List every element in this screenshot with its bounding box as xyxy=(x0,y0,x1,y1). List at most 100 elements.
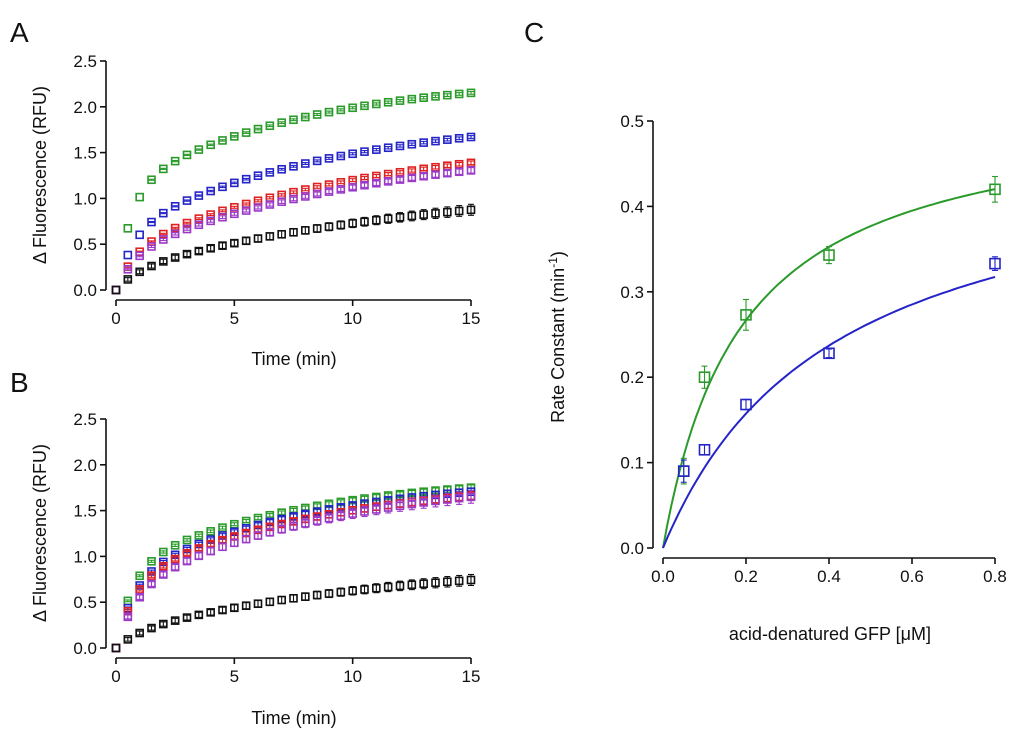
series-green-point xyxy=(111,285,121,295)
series-purple-point xyxy=(466,166,476,175)
series-green-point xyxy=(230,132,239,141)
series-green-point xyxy=(419,93,428,102)
series-purple-point xyxy=(336,185,346,194)
series-purple-point xyxy=(407,173,417,183)
series-blue-point xyxy=(147,217,156,227)
series-black-point xyxy=(206,243,215,253)
series-purple-point xyxy=(324,513,334,523)
x-tick-label: 15 xyxy=(462,309,481,328)
panel-b-axes: 0.0 0.5 1.0 1.5 2.0 2.5 0 5 10 15 xyxy=(73,410,480,686)
series-green-point xyxy=(265,121,275,131)
series-purple-point xyxy=(289,194,298,204)
x-tick-label: 0.6 xyxy=(900,567,924,586)
series-blue-point xyxy=(336,151,346,161)
series-black-point xyxy=(443,207,452,217)
series-black-point xyxy=(443,577,452,587)
series-green-point xyxy=(135,192,144,202)
series-purple-point xyxy=(383,503,393,512)
series-purple xyxy=(111,489,476,653)
series-red-point xyxy=(194,214,204,223)
series-purple-point xyxy=(123,612,133,622)
series-red-point xyxy=(159,229,168,239)
series-green-point xyxy=(466,88,476,98)
y-tick-label: 2.0 xyxy=(73,456,97,475)
series-green-point xyxy=(218,523,227,532)
panel-a-marks xyxy=(111,88,476,295)
series-green xyxy=(677,175,1001,485)
series-green-point xyxy=(194,145,204,154)
series-black-point xyxy=(253,599,263,609)
series-black-point xyxy=(111,285,121,295)
series-black-point xyxy=(431,209,440,218)
fit-curve-green xyxy=(662,188,996,549)
series-black-point xyxy=(135,267,144,277)
series-blue-point xyxy=(466,132,476,142)
series-blue-point xyxy=(407,139,417,149)
series-green-point xyxy=(123,224,133,233)
series-purple-point xyxy=(241,534,251,544)
series-green-point xyxy=(324,107,334,117)
y-tick-label: 0.1 xyxy=(620,454,644,473)
y-tick-label: 1.0 xyxy=(73,547,97,566)
series-purple-point xyxy=(431,496,440,506)
series-blue-point xyxy=(677,465,690,477)
series-blue-point xyxy=(301,159,310,168)
series-purple-point xyxy=(170,562,180,572)
panel-a-x-axis-label: Time (min) xyxy=(251,349,336,369)
series-purple-point xyxy=(241,206,251,215)
panel-b-y-axis-label: Δ Fluorescence (RFU) xyxy=(30,444,50,622)
y-tick-label: 0.0 xyxy=(73,281,97,300)
series-black-point xyxy=(241,601,251,611)
series-green-point xyxy=(989,183,1001,196)
chart-panel-b: 0.0 0.5 1.0 1.5 2.0 2.5 0 5 10 15 Time (min) Δ Fl… xyxy=(30,410,480,728)
series-blue-point xyxy=(194,191,204,200)
series-green-point xyxy=(194,531,204,540)
panel-c-axes: 0.0 0.1 0.2 0.3 0.4 0.5 0.0 0.2 0.4 0.6 0.8 xyxy=(620,112,1006,586)
x-tick-label: 5 xyxy=(230,309,239,328)
series-purple-point xyxy=(277,524,286,534)
series-black-point xyxy=(454,206,464,216)
series-black-point xyxy=(230,603,239,613)
panel-a-axes: 0.0 0.5 1.0 1.5 2.0 2.5 0 5 10 15 xyxy=(73,52,480,328)
series-blue-point xyxy=(312,156,322,166)
series-purple-point xyxy=(407,499,417,509)
series-blue-point xyxy=(372,145,381,154)
series-blue-point xyxy=(324,154,334,163)
series-purple-point xyxy=(218,212,227,222)
series-purple-point xyxy=(395,501,405,511)
series-purple-point xyxy=(372,505,381,514)
series-purple-point xyxy=(289,521,298,531)
y-tick-label: 0.4 xyxy=(620,197,644,216)
series-black-point xyxy=(182,249,192,259)
series-black-point xyxy=(466,205,476,215)
series-green-point xyxy=(159,164,168,174)
series-red-point xyxy=(170,223,180,233)
y-tick-label: 2.5 xyxy=(73,52,97,71)
series-black-point xyxy=(301,226,310,235)
series-black-point xyxy=(383,582,393,592)
series-black-point xyxy=(336,220,346,230)
series-green-point xyxy=(253,124,263,134)
series-black-point xyxy=(312,590,322,600)
y-tick-label: 0.5 xyxy=(73,593,97,612)
series-black-point xyxy=(265,232,275,241)
series-blue-point xyxy=(111,643,121,653)
y-tick-label: 1.5 xyxy=(73,502,97,521)
series-green-point xyxy=(135,571,144,581)
series-green-point xyxy=(206,140,215,150)
panel-c-marks xyxy=(677,175,1001,485)
series-green-point xyxy=(206,527,215,536)
series-blue-point xyxy=(111,285,121,295)
series-black-point xyxy=(419,210,428,219)
series-blue-point xyxy=(182,196,192,205)
series-green-point xyxy=(241,128,251,137)
series-green-point xyxy=(360,101,369,111)
x-tick-label: 0.2 xyxy=(734,567,758,586)
series-green-point xyxy=(301,112,310,122)
series-blue-point xyxy=(454,133,464,143)
series-black-point xyxy=(324,589,334,598)
series-black-point xyxy=(407,211,417,221)
series-green-point xyxy=(443,90,452,100)
series-blue-point xyxy=(360,147,369,156)
series-blue-point xyxy=(170,201,180,211)
